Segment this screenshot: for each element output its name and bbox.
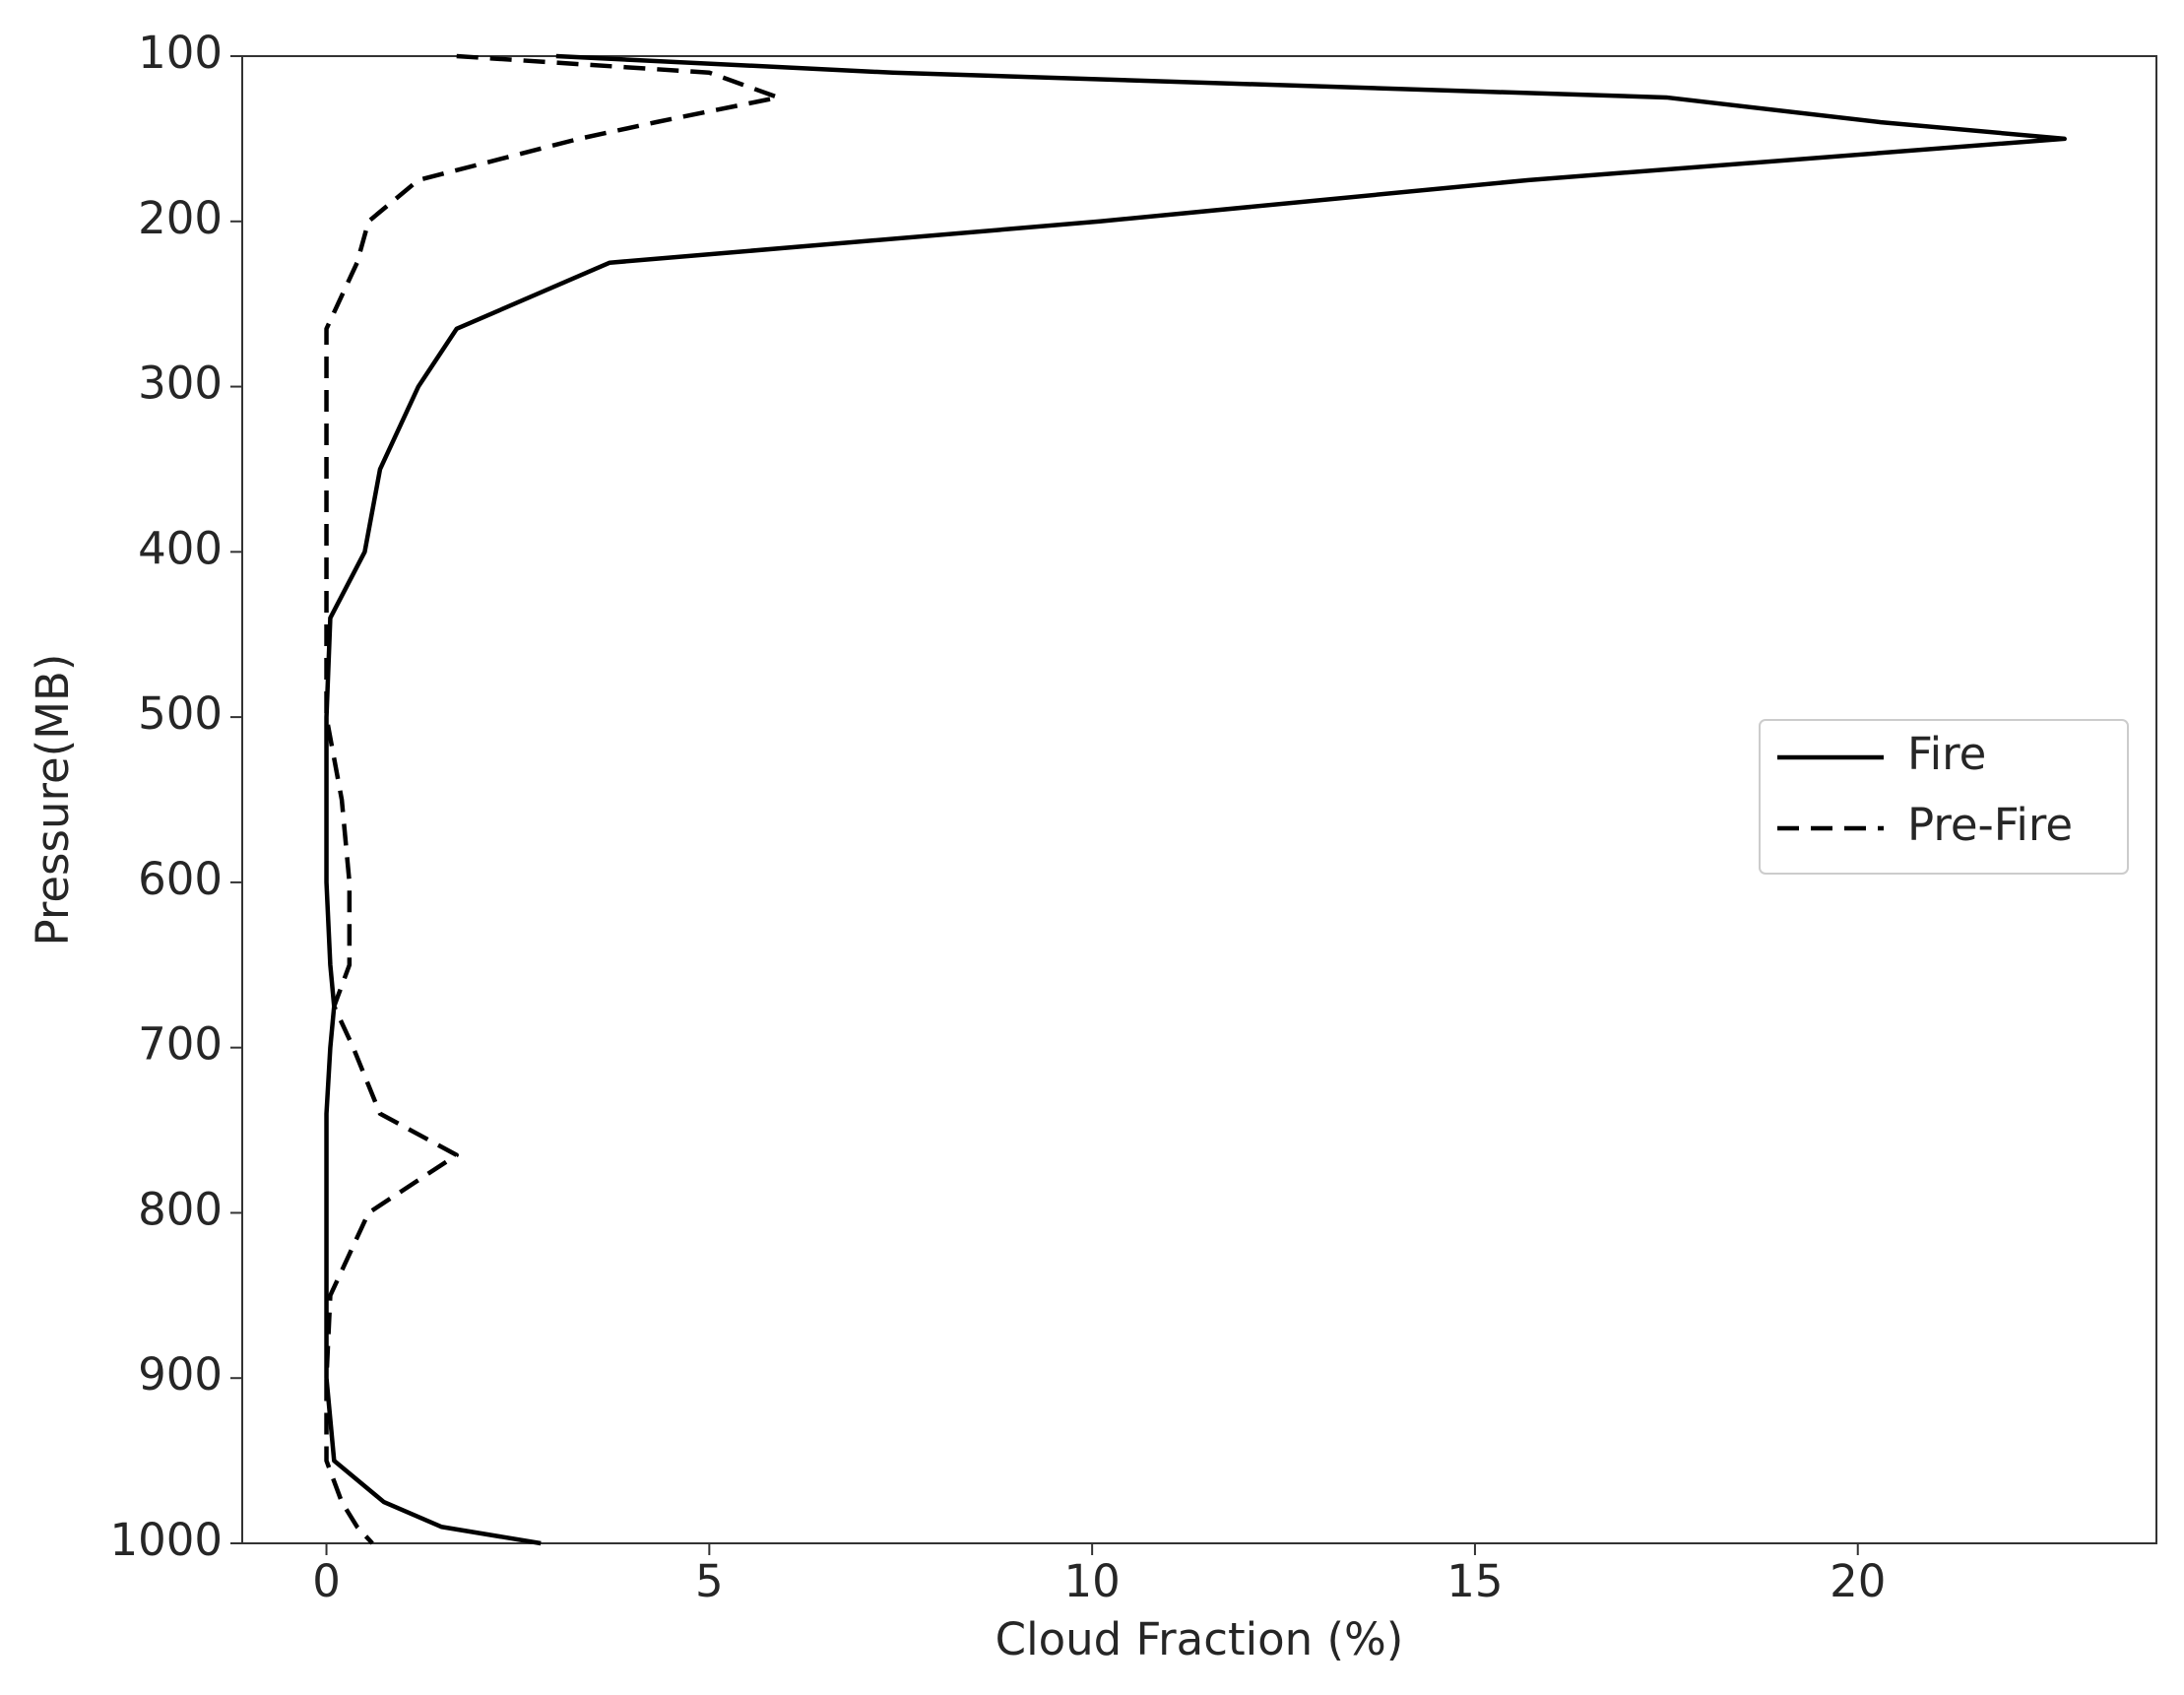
y-tick-label: 800 xyxy=(138,1183,223,1235)
line xyxy=(324,53,781,1545)
legend-label: Pre-Fire xyxy=(1907,799,2073,851)
legend-label: Fire xyxy=(1907,728,1986,780)
y-tick-label: 300 xyxy=(138,358,223,410)
x-tick-label: 15 xyxy=(1446,1555,1503,1607)
y-tick-label: 900 xyxy=(138,1348,223,1401)
y-tick-label: 100 xyxy=(138,27,223,79)
y-tick-label: 200 xyxy=(138,192,223,244)
line xyxy=(324,53,2067,1546)
x-tick-label: 5 xyxy=(695,1555,724,1607)
y-axis-label: Pressure(MB) xyxy=(27,654,79,946)
plot-frame xyxy=(241,55,2157,1544)
y-tick-label: 1000 xyxy=(109,1514,223,1566)
y-tick-label: 700 xyxy=(138,1018,223,1071)
x-tick-label: 20 xyxy=(1830,1555,1886,1607)
y-tick-label: 600 xyxy=(138,853,223,905)
x-tick-label: 0 xyxy=(312,1555,341,1607)
y-tick-label: 500 xyxy=(138,687,223,740)
x-tick-label: 10 xyxy=(1064,1555,1121,1607)
legend: Fire Pre-Fire xyxy=(1759,719,2129,875)
x-axis-label: Cloud Fraction (%) xyxy=(996,1613,1404,1665)
y-tick-label: 400 xyxy=(138,522,223,574)
